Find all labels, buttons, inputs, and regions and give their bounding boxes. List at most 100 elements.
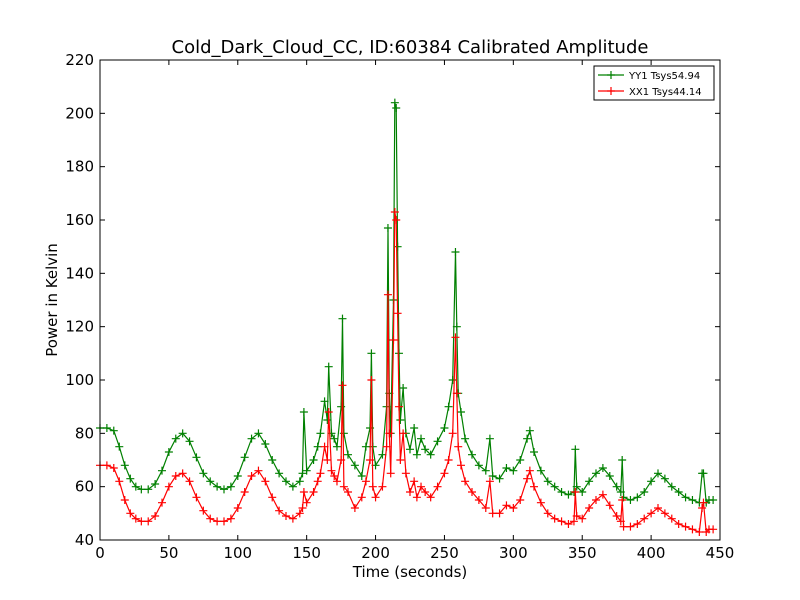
data-point <box>164 448 173 456</box>
y-tick-label: 80 <box>75 424 94 442</box>
data-point <box>324 408 333 416</box>
data-point <box>295 477 304 486</box>
legend-item: XX1 Tsys44.14 <box>598 87 702 98</box>
data-point <box>332 477 341 486</box>
data-point <box>323 456 332 464</box>
data-point <box>299 408 308 416</box>
data-point <box>543 509 552 518</box>
legend-box <box>593 65 715 101</box>
data-point <box>618 456 627 464</box>
data-point <box>366 456 375 464</box>
data-point <box>247 472 256 480</box>
data-point <box>578 488 587 496</box>
data-point <box>109 426 118 435</box>
data-point <box>488 509 497 518</box>
data-point <box>330 434 339 443</box>
y-axis: 40 60 80 100 120 140 160 180 200 220 <box>65 51 720 549</box>
plot-frame <box>99 59 721 541</box>
data-point <box>268 456 277 464</box>
data-point <box>468 488 476 496</box>
data-point <box>126 474 135 483</box>
data-point <box>616 517 625 526</box>
y-tick-label: 40 <box>75 531 94 549</box>
data-point <box>516 496 525 504</box>
data-point <box>383 224 392 232</box>
data-point <box>502 464 511 472</box>
data-point <box>557 488 566 496</box>
data-point <box>569 517 578 526</box>
data-point <box>401 469 410 478</box>
data-point <box>298 469 307 478</box>
data-point <box>699 498 708 507</box>
data-point <box>327 466 336 475</box>
data-point <box>523 434 532 443</box>
y-tick-label: 160 <box>65 211 94 229</box>
data-point <box>268 493 277 502</box>
data-point <box>164 482 173 491</box>
x-tick-label: 0 <box>95 544 105 562</box>
data-point <box>444 456 453 464</box>
data-point <box>382 442 391 451</box>
data-point <box>536 466 545 475</box>
data-point <box>578 514 587 523</box>
data-point <box>481 504 490 512</box>
data-point <box>572 512 581 520</box>
data-point <box>313 477 322 486</box>
data-point <box>667 514 676 523</box>
data-point <box>102 424 111 432</box>
y-tick-label: 140 <box>65 264 94 282</box>
data-point <box>299 488 308 496</box>
data-point <box>525 426 534 435</box>
data-point <box>144 517 153 526</box>
data-point <box>525 466 534 475</box>
data-point <box>421 488 430 496</box>
data-point <box>338 314 347 323</box>
y-tick-label: 180 <box>65 158 94 176</box>
x-tick-label: 250 <box>430 544 459 562</box>
data-point <box>137 517 146 526</box>
data-point <box>406 445 414 454</box>
data-point <box>323 416 332 424</box>
data-point <box>288 514 297 523</box>
data-point <box>399 384 408 392</box>
data-point <box>396 456 405 464</box>
data-point <box>516 456 525 464</box>
data-point <box>647 509 656 518</box>
x-tick-label: 50 <box>159 544 178 562</box>
data-point <box>120 496 129 504</box>
data-point <box>618 496 627 504</box>
data-point <box>616 488 625 496</box>
data-point <box>530 482 538 491</box>
data-point <box>633 520 642 528</box>
data-point <box>171 434 180 443</box>
data-point <box>316 429 325 438</box>
data-point <box>309 488 318 496</box>
data-point <box>412 493 421 502</box>
data-point <box>633 493 642 502</box>
data-point <box>410 477 419 486</box>
data-point <box>320 397 329 406</box>
data-point <box>406 488 414 496</box>
data-point <box>233 504 242 512</box>
data-point <box>660 474 669 483</box>
data-point <box>178 429 187 438</box>
data-point <box>674 520 683 528</box>
data-point <box>709 525 718 534</box>
data-point <box>626 522 635 531</box>
data-point <box>440 424 449 432</box>
data-point <box>461 477 470 486</box>
data-point <box>474 496 483 504</box>
data-point <box>688 525 697 534</box>
data-point <box>361 442 370 451</box>
data-point <box>295 509 304 518</box>
data-point <box>137 485 146 494</box>
data-point <box>171 472 180 480</box>
data-point <box>557 517 566 526</box>
data-point <box>226 482 235 491</box>
data-point <box>386 469 395 478</box>
y-axis-label: Power in Kelvin <box>43 243 61 357</box>
data-point <box>115 442 124 451</box>
data-point <box>199 506 208 515</box>
data-point <box>619 522 628 531</box>
data-point <box>185 437 194 446</box>
